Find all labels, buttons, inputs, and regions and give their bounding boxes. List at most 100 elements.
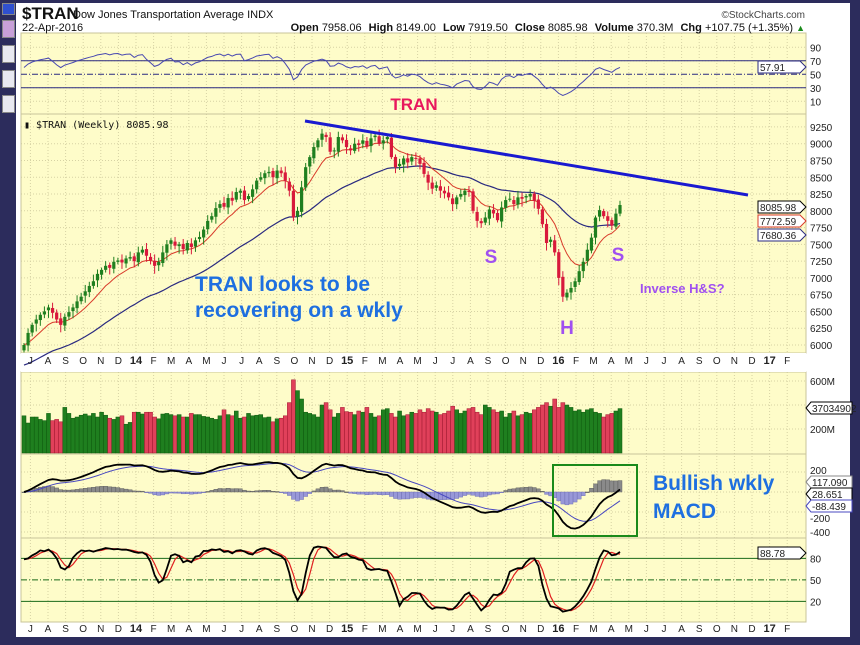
tran-annotation: TRAN [390, 95, 437, 114]
candle-body [324, 134, 328, 137]
volume-bar [331, 416, 337, 454]
x-axis-label: A [45, 356, 52, 367]
macd-histogram-bar [295, 491, 300, 502]
macd-histogram-bar [597, 480, 602, 493]
x-axis-label: S [485, 624, 492, 635]
macd-note-line-1: Bullish wkly [653, 472, 775, 495]
volume-bar [307, 413, 313, 454]
toolbar-icon[interactable] [2, 20, 15, 38]
macd-histogram-bar [164, 491, 170, 495]
candle-body [22, 345, 26, 351]
macd-line [23, 461, 621, 530]
candle-body [116, 260, 120, 262]
stoch-tick-label: 50 [810, 576, 822, 587]
volume-bar [483, 404, 488, 454]
price-panel-label-text: $TRAN (Weekly) 8085.98 [36, 120, 168, 131]
candle-body [569, 287, 573, 293]
candle-body [577, 271, 581, 283]
volume-bar [262, 417, 268, 454]
macd-histogram-bar [91, 487, 96, 493]
volume-bar [189, 413, 194, 454]
candle-body [336, 136, 340, 152]
x-axis-label: J [644, 356, 649, 367]
chart-date: 22-Apr-2016 [22, 22, 83, 34]
macd-histogram-bar [136, 490, 141, 493]
x-axis-label: O [79, 356, 87, 367]
volume-bar [217, 415, 223, 454]
macd-histogram-bar [209, 490, 214, 493]
volume-bar [462, 410, 468, 454]
candle-body [512, 200, 516, 205]
volume-bar [33, 416, 39, 454]
volume-bar [299, 398, 304, 454]
candle-body [348, 148, 353, 151]
toolbar-icon[interactable] [2, 70, 15, 88]
volume-bar [576, 409, 582, 454]
macd-histogram-tag-box [805, 475, 853, 489]
macd-histogram-bar [176, 491, 182, 494]
volume-bar [42, 420, 47, 454]
macd-tick-label: -400 [810, 528, 830, 539]
candle-body [544, 223, 549, 244]
macd-histogram-bar [601, 479, 606, 493]
volume-bar [364, 407, 370, 454]
macd-histogram-bar [487, 491, 492, 496]
macd-histogram-bar [87, 487, 92, 493]
macd-histogram-bar [511, 488, 517, 493]
candle-body [418, 158, 422, 164]
macd-histogram-bar [495, 491, 500, 495]
macd-histogram-bar [107, 486, 112, 493]
volume-bar [613, 410, 619, 454]
macd-histogram-bar [499, 491, 504, 494]
candle-body [124, 258, 128, 264]
candle-body [520, 196, 524, 199]
volume-bar [111, 419, 117, 454]
macd-histogram-bar [168, 491, 174, 494]
high-value: 8149.00 [396, 22, 436, 34]
toolbar-icon[interactable] [2, 95, 15, 113]
macd-histogram-bar [376, 491, 382, 495]
x-axis-label: F [573, 356, 579, 367]
x-axis-label: N [731, 624, 738, 635]
macd-histogram-bar [605, 479, 610, 493]
x-axis-label: J [239, 624, 244, 635]
resistance-trendline [304, 119, 749, 197]
symbol-description: Dow Jones Transportation Average INDX [73, 9, 274, 21]
x-axis-label: S [485, 356, 492, 367]
candle-body [91, 281, 95, 286]
candle-body [491, 209, 496, 214]
candle-body [565, 292, 569, 298]
macd-signal-tag: -88.439 [812, 502, 846, 513]
macd-histogram-bar [536, 488, 541, 493]
volume-bar [393, 416, 398, 454]
x-axis-label: J [222, 624, 227, 635]
x-axis-label: A [256, 356, 263, 367]
volume-bar [127, 422, 133, 454]
candle-body [234, 192, 238, 200]
candle-body [214, 208, 218, 217]
volume-bar [164, 413, 170, 454]
candle-body [210, 216, 214, 220]
volume-bar [66, 413, 72, 454]
toolbar-icon[interactable] [2, 45, 15, 63]
volume-bar [119, 415, 125, 454]
candle-body [63, 316, 67, 326]
x-axis-label: J [662, 356, 667, 367]
candle-body [516, 197, 520, 205]
toolbar-icon[interactable] [2, 3, 15, 15]
volume-bar [78, 414, 84, 454]
candle-body [434, 185, 438, 188]
macd-histogram-bar [111, 486, 117, 493]
volume-bar [446, 410, 451, 454]
macd-histogram-bar [238, 488, 243, 493]
volume-bar [193, 414, 198, 454]
candle-body [112, 261, 116, 269]
macd-histogram-bar [123, 488, 129, 493]
volume-bar [221, 409, 227, 454]
x-axis-label: D [537, 356, 544, 367]
volume-bar [140, 413, 145, 454]
macd-histogram-bar [201, 491, 206, 494]
macd-histogram-bar [144, 491, 149, 494]
volume-bar [136, 411, 141, 454]
volume-bar [434, 411, 439, 454]
